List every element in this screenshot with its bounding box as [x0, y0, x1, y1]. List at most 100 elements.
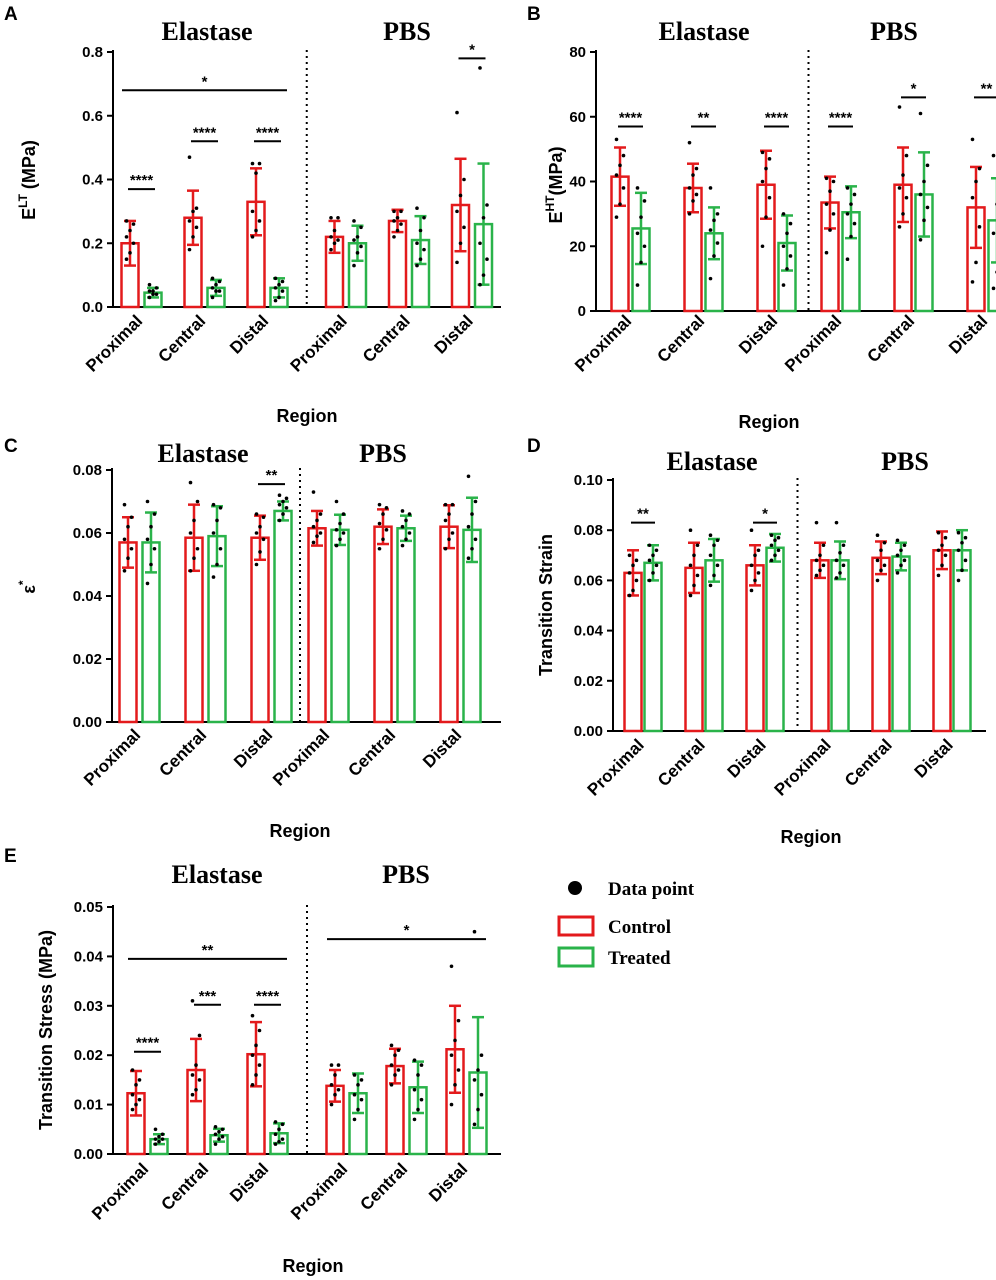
data-point [157, 1139, 161, 1144]
significance-label: ** [698, 109, 710, 126]
data-point [895, 538, 900, 543]
data-point [415, 241, 419, 246]
data-point [273, 1132, 278, 1137]
data-point [749, 588, 754, 593]
legend-dot-icon [568, 881, 582, 895]
data-point [895, 571, 900, 575]
data-point [694, 192, 699, 197]
category-label: Distal [230, 725, 276, 771]
significance-label: * [762, 506, 768, 523]
data-point [384, 506, 389, 510]
data-point [473, 499, 478, 504]
data-point [472, 929, 477, 934]
data-point [273, 1142, 278, 1146]
data-point [220, 1134, 225, 1139]
data-point [769, 543, 774, 548]
data-point [215, 518, 219, 523]
legend-item-treated: Treated [557, 946, 671, 969]
bar-control [932, 549, 952, 733]
bar-treated [765, 546, 785, 733]
data-point [922, 218, 926, 223]
data-point [781, 244, 786, 249]
legend-item-data-point: Data point [568, 879, 695, 900]
bar-treated [891, 555, 911, 733]
data-point [470, 512, 474, 516]
data-point [217, 279, 222, 284]
data-point [476, 1068, 480, 1072]
data-point [154, 292, 159, 297]
data-point [821, 563, 826, 568]
data-point [315, 518, 319, 523]
y-tick-label: 60 [569, 109, 586, 126]
data-point [695, 573, 700, 578]
data-point [197, 1033, 202, 1038]
bar-control [439, 525, 459, 724]
data-point [250, 1013, 255, 1018]
legend-treated-swatch [557, 946, 595, 968]
y-axis-title-sup: HT [543, 195, 557, 212]
category-label: Distal [945, 311, 991, 357]
data-point [708, 276, 713, 281]
data-point [456, 1018, 461, 1023]
data-point [977, 166, 982, 171]
data-point [687, 186, 692, 190]
data-point [974, 260, 978, 265]
data-point [336, 1087, 341, 1092]
data-point [122, 569, 127, 573]
data-point [332, 241, 337, 246]
data-point [254, 1043, 258, 1048]
data-point [396, 1048, 401, 1053]
data-point [834, 520, 839, 525]
data-point [389, 1063, 394, 1067]
y-tick-label: 80 [569, 44, 586, 61]
significance-label: **** [136, 1035, 160, 1052]
data-point [756, 571, 761, 575]
category-label: Proximal [781, 311, 845, 375]
data-point [904, 153, 909, 158]
data-point [211, 502, 216, 507]
data-point [128, 228, 132, 233]
data-point [194, 1063, 198, 1067]
data-point [897, 225, 902, 229]
data-point [818, 553, 822, 558]
data-point [280, 279, 285, 284]
data-point [250, 1053, 255, 1057]
data-point [692, 583, 696, 588]
category-label: Distal [735, 311, 781, 357]
data-point [814, 573, 819, 578]
data-point [918, 111, 923, 116]
significance-label: **** [256, 124, 280, 141]
data-point [788, 221, 793, 226]
data-point [395, 215, 400, 220]
data-point [479, 1053, 484, 1057]
data-point [213, 1132, 218, 1137]
y-axis-title-rest: (MPa) [19, 140, 39, 194]
data-point [688, 528, 693, 532]
data-point [355, 251, 360, 255]
data-point [277, 295, 281, 300]
data-point [472, 1122, 477, 1127]
data-point [904, 195, 909, 200]
category-label: Proximal [269, 725, 333, 789]
data-point [453, 1038, 457, 1043]
data-point [614, 215, 619, 219]
data-point [956, 578, 961, 583]
data-point [153, 1142, 158, 1146]
data-point [773, 538, 777, 543]
data-point [838, 550, 842, 555]
data-point [481, 215, 486, 220]
data-point [261, 537, 266, 542]
bar-treated [273, 509, 293, 724]
data-point [152, 546, 157, 551]
data-point [217, 1137, 221, 1141]
data-point [478, 241, 482, 246]
data-point [897, 186, 902, 190]
data-point [635, 231, 640, 236]
data-point [333, 1092, 337, 1097]
category-label: Distal [724, 735, 770, 781]
data-point [151, 289, 155, 293]
data-point [936, 548, 941, 553]
data-point [217, 289, 222, 293]
data-point [277, 1139, 281, 1144]
data-point [443, 502, 448, 507]
